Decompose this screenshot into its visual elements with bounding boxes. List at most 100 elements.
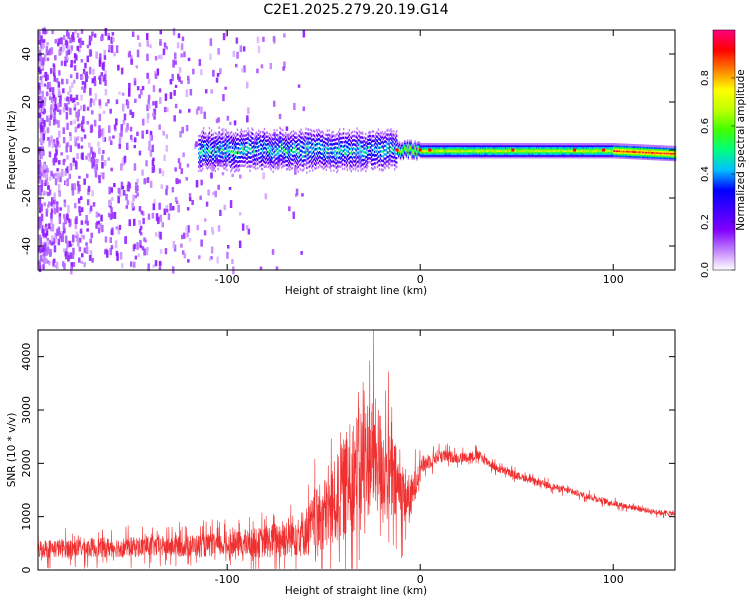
spectrogram-cell xyxy=(107,212,111,218)
spectrogram-cell xyxy=(346,164,349,167)
spectrogram-cell xyxy=(243,130,245,133)
spectrogram-cell xyxy=(602,143,604,146)
spectrogram-cell xyxy=(554,143,556,146)
spectrogram-cell xyxy=(513,144,516,148)
spectrogram-cell xyxy=(361,131,363,134)
spectrogram-cell xyxy=(434,143,436,146)
spectrogram-cell xyxy=(417,148,419,151)
spectrogram-cell xyxy=(496,151,498,154)
spectrogram-cell xyxy=(210,172,213,179)
spectrogram-cell xyxy=(478,144,480,148)
spectrogram-cell xyxy=(452,143,454,146)
spectrogram-cell xyxy=(439,147,441,151)
spectrogram-cell xyxy=(349,156,351,159)
spectrogram-cell xyxy=(372,144,375,147)
spectrogram-cell xyxy=(287,163,289,167)
spectrogram-cell xyxy=(222,127,225,135)
spectrogram-cell xyxy=(336,142,338,145)
spectrogram-cell xyxy=(563,146,565,149)
spectrogram-cell xyxy=(267,142,269,146)
spectrogram-cell xyxy=(264,139,267,142)
spectrogram-cell xyxy=(232,142,234,145)
spectrogram-cell xyxy=(358,146,360,150)
spectrogram-cell xyxy=(43,99,46,107)
spectrogram-cell xyxy=(344,148,346,151)
spectrogram-cell xyxy=(279,140,281,144)
spectrogram-cell xyxy=(566,143,569,146)
spectrogram-cell xyxy=(593,147,596,151)
spectrogram-cell xyxy=(431,144,434,148)
spectrogram-cell xyxy=(460,146,462,149)
spectrogram-cell xyxy=(532,152,534,156)
spectrogram-cell xyxy=(205,132,207,135)
spectrogram-cell xyxy=(343,158,345,161)
spectrogram-cell xyxy=(276,143,278,146)
spectrogram-cell xyxy=(400,152,403,155)
spectrogram-cell xyxy=(147,94,151,100)
spectrogram-cell xyxy=(313,159,315,162)
spectrogram-cell xyxy=(236,151,239,155)
spectrogram-cell xyxy=(552,143,554,146)
spectrogram-cell xyxy=(469,151,471,154)
spectrogram-cell xyxy=(338,139,340,142)
spectrogram-cell xyxy=(551,144,553,148)
spectrogram-cell xyxy=(337,169,339,172)
spectrogram-cell xyxy=(454,144,457,148)
spectrogram-cell xyxy=(562,156,564,159)
spectrogram-cell xyxy=(90,232,93,239)
spectrogram-cell xyxy=(293,150,296,153)
spectrogram-cell xyxy=(564,144,566,148)
spectrogram-cell xyxy=(242,156,244,160)
spectrogram-cell xyxy=(328,129,330,132)
spectrogram-cell xyxy=(607,152,609,156)
spectrogram-cell xyxy=(265,152,268,155)
spectrogram-cell xyxy=(263,160,266,164)
spectrogram-cell xyxy=(316,142,319,146)
spectrogram-cell xyxy=(461,147,463,151)
spectrogram-cell xyxy=(373,139,376,142)
spectrogram-cell xyxy=(522,147,524,151)
spectrogram-cell xyxy=(427,151,430,154)
spectrogram-cell xyxy=(213,139,216,148)
spectrogram-cell xyxy=(253,151,255,155)
spectrogram-cell xyxy=(82,115,85,124)
spectrogram-cell xyxy=(283,142,285,145)
spectrogram-cell xyxy=(205,143,208,146)
spectrogram-cell xyxy=(396,156,398,160)
spectrogram-cell xyxy=(510,156,512,159)
spectrogram-cell xyxy=(604,151,606,154)
spectrogram-cell xyxy=(98,75,102,80)
spectrogram-cell xyxy=(537,149,539,152)
spectrogram-cell xyxy=(548,151,550,154)
spectrogram-cell xyxy=(350,160,352,163)
spectrogram-cell xyxy=(146,53,149,61)
spectrogram-cell xyxy=(537,143,540,146)
spectrogram-cell xyxy=(313,146,315,149)
spectrogram-cell xyxy=(149,44,152,49)
spectrogram-cell xyxy=(113,183,116,188)
spectrogram-cell xyxy=(362,159,364,162)
spectrogram-cell xyxy=(234,136,237,139)
spectrogram-cell xyxy=(565,151,568,154)
spectrogram-cell xyxy=(440,144,442,148)
spectrogram-cell xyxy=(334,139,336,142)
spectrogram-cell xyxy=(226,145,228,148)
spectrogram-cell xyxy=(263,137,266,140)
spectrogram-cell xyxy=(330,169,332,172)
spectrogram-cell xyxy=(552,156,554,159)
spectrogram-cell xyxy=(560,152,562,156)
spectrogram-cell xyxy=(456,154,459,157)
spectrogram-cell xyxy=(450,151,452,154)
spectrogram-cell xyxy=(500,154,502,157)
spectrogram-cell xyxy=(462,156,464,159)
spectrogram-cell xyxy=(541,156,544,159)
spectrogram-cell xyxy=(397,140,399,143)
spectrogram-cell xyxy=(526,147,528,151)
spectrogram-cell xyxy=(276,152,278,155)
spectrogram-cell xyxy=(208,131,211,135)
spectrogram-cell xyxy=(261,144,264,148)
spectrogram-cell xyxy=(57,184,61,192)
spectrogram-cell xyxy=(297,147,299,150)
spectrogram-cell xyxy=(315,144,317,147)
spectrogram-cell xyxy=(355,158,357,161)
